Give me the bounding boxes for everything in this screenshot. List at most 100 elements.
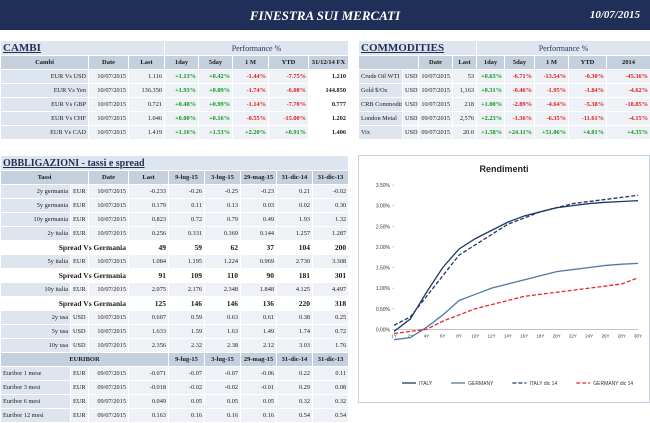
cell: -0.25: [205, 185, 241, 199]
cell: +1.00%: [477, 98, 505, 112]
cell: 91: [129, 269, 169, 283]
cell: 181: [277, 269, 313, 283]
cell: -0.233: [129, 185, 169, 199]
cell: EUR: [71, 255, 89, 269]
cell: EUR: [71, 395, 89, 409]
cell: 09/07/2015: [89, 367, 129, 381]
cell: 0.777: [309, 98, 349, 112]
x-tick-label: 10Y: [471, 333, 479, 338]
cell: 5y germania: [1, 199, 71, 213]
section-title: COMMODITIES: [361, 42, 444, 54]
cell: 09/07/2015: [419, 112, 453, 126]
cell: 9-lug-15: [169, 171, 205, 185]
cell: Cambi: [1, 56, 89, 70]
cell: 2.176: [169, 283, 205, 297]
cell: 49: [129, 241, 169, 255]
cell: 110: [205, 269, 241, 283]
cell: Last: [453, 56, 477, 70]
cell: 0.721: [129, 98, 165, 112]
chart-frame: [359, 156, 650, 403]
x-tick-label: 28Y: [618, 333, 626, 338]
cell: 0.72: [313, 325, 349, 339]
cell: 10/07/2015: [89, 98, 129, 112]
cell: 10/07/2015: [89, 325, 129, 339]
cell: +51.06%: [535, 126, 569, 140]
cell: Gold $/Oz: [359, 84, 403, 98]
cell: Tassi: [1, 171, 89, 185]
cell: 62: [205, 241, 241, 255]
cell: -1.95%: [535, 84, 569, 98]
x-tick-label: 30Y: [634, 333, 642, 338]
cell: 2y italia: [1, 227, 71, 241]
cell: -0.30%: [569, 70, 607, 84]
cell: -0.55%: [233, 112, 269, 126]
cell: 5y italia: [1, 255, 71, 269]
cell: -0.07: [169, 367, 205, 381]
cell: EUR Vs Yen: [1, 84, 89, 98]
x-tick-label: 14Y: [504, 333, 512, 338]
cell: -1.44%: [233, 70, 269, 84]
cell: 10/07/2015: [89, 283, 129, 297]
cell: 200: [313, 241, 349, 255]
cell: 1 M: [535, 56, 569, 70]
cell: 31/12/14 FX: [309, 56, 349, 70]
cell: -4.15%: [607, 112, 650, 126]
cell: EURIBOR: [1, 353, 169, 367]
cell: 0.29: [277, 381, 313, 395]
cell: -1.84%: [569, 84, 607, 98]
cell: OBBLIGAZIONI - tassi e spread: [1, 156, 349, 171]
cell: EUR: [71, 185, 89, 199]
cell: YTD: [269, 56, 309, 70]
cell: 10y italia: [1, 283, 71, 297]
chart: Rendimenti 0.00%0.50%1.00%1.50%2.00%2.50…: [358, 155, 650, 403]
cell: Euribor 12 mesi: [1, 409, 71, 423]
cell: -0.26: [169, 185, 205, 199]
cell: 10/07/2015: [419, 98, 453, 112]
cell: 09/07/2015: [419, 126, 453, 140]
cell: 109: [169, 269, 205, 283]
legend-label: GERMANY dic 14: [593, 381, 633, 387]
x-tick-label: 1Y: [391, 333, 397, 338]
cell: 31-dic-14: [277, 353, 313, 367]
cell: -0.23: [241, 185, 277, 199]
cell: +0.63%: [477, 70, 505, 84]
cell: Spread Vs Germania: [1, 297, 129, 311]
cell: +1.58%: [477, 126, 505, 140]
cell: Performance %: [477, 41, 650, 56]
cell: +4.01%: [569, 126, 607, 140]
cell: 0.38: [277, 311, 313, 325]
y-tick-label: 1.50%: [376, 266, 391, 272]
cell: 0.25: [313, 311, 349, 325]
cell: CAMBI: [1, 41, 165, 56]
cell: 5day: [505, 56, 535, 70]
section-title: OBBLIGAZIONI - tassi e spread: [3, 158, 145, 169]
cell: 0.30: [313, 199, 349, 213]
cell: 0.02: [277, 199, 313, 213]
cell: 10/07/2015: [89, 227, 129, 241]
cell: -6.71%: [505, 70, 535, 84]
cell: EUR: [71, 227, 89, 241]
cell: 3.03: [277, 339, 313, 353]
cell: -13.54%: [535, 70, 569, 84]
cell: -0.01: [241, 381, 277, 395]
cell: Date: [419, 56, 453, 70]
cell: 1.419: [129, 126, 165, 140]
cell: 0.61: [241, 311, 277, 325]
cell: 5y usa: [1, 325, 71, 339]
cell: +0.48%: [165, 98, 199, 112]
cell: 1.633: [129, 325, 169, 339]
cell: -0.018: [129, 381, 169, 395]
cell: CRB Commodity: [359, 98, 403, 112]
cell: 2.356: [129, 339, 169, 353]
cell: EUR: [71, 283, 89, 297]
legend-label: ITALY: [419, 381, 433, 387]
x-tick-label: 4Y: [424, 333, 430, 338]
